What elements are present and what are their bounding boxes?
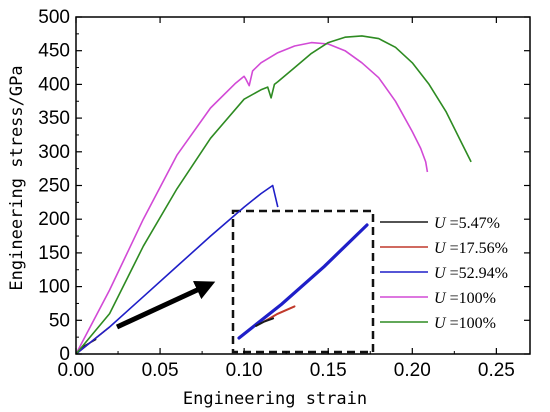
y-tick-label: 150 [38,243,70,264]
legend-value: =52.94% [446,265,508,282]
legend-label-1: U =17.56% [434,240,508,257]
axes: 0.00 0.05 0.10 0.15 0.20 0.25 0 50 100 150 200 250 3… [38,7,531,381]
legend-label-2: U =52.94% [434,265,508,282]
inset-line-black [255,317,275,327]
y-tick-label: 350 [38,108,70,129]
legend-symbol: U [434,215,447,232]
series-layer [75,35,472,355]
y-tick-label: 400 [38,74,70,95]
x-axis-title: Engineering strain [183,389,367,409]
legend-symbol: U [434,290,447,307]
legend-label-0: U =5.47% [434,215,500,232]
y-tick-label: 100 [38,277,70,298]
y-tick-label: 250 [38,176,70,197]
legend-symbol: U [434,265,447,282]
x-tick-label: 0.25 [478,360,515,381]
inset-line-blue [237,223,369,340]
legend-symbol: U [434,315,447,332]
legend-value: =17.56% [446,240,508,257]
legend-value: =5.47% [446,215,500,232]
series-line-3 [75,41,429,355]
y-tick-label: 500 [38,7,70,28]
y-tick-label: 200 [38,209,70,230]
legend: U =5.47%U =17.56%U =52.94%U =100%U =100% [380,215,508,332]
y-tick-label: 0 [59,344,70,365]
y-tick-label: 50 [49,310,70,331]
inset-zoom-panel [115,209,375,354]
y-axis-title: Engineering stress/GPa [7,65,27,290]
y-tick-label: 450 [38,41,70,62]
series-line-2 [75,184,279,355]
inset-box [231,209,375,354]
legend-symbol: U [434,240,447,257]
inset-arrow [115,280,216,330]
x-tick-label: 0.15 [310,360,347,381]
legend-value: =100% [446,315,496,332]
series-line-4 [75,35,472,355]
legend-value: =100% [446,290,496,307]
x-tick-label: 0.05 [142,360,179,381]
x-tick-label: 0.00 [58,360,95,381]
legend-label-4: U =100% [434,315,496,332]
legend-label-3: U =100% [434,290,496,307]
x-tick-label: 0.20 [394,360,431,381]
x-tick-label: 0.10 [226,360,263,381]
y-tick-label: 300 [38,142,70,163]
